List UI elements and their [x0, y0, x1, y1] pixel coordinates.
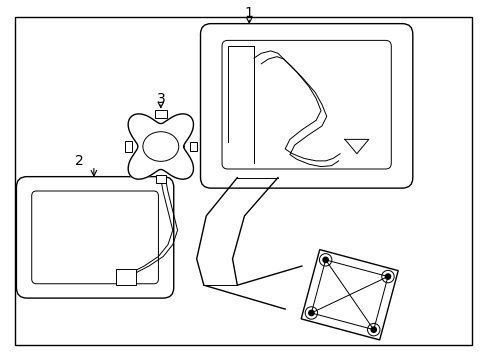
Bar [189, 142, 197, 151]
Circle shape [369, 326, 376, 333]
Text: 3: 3 [156, 92, 165, 106]
FancyBboxPatch shape [17, 177, 173, 298]
FancyBboxPatch shape [116, 269, 136, 285]
Polygon shape [301, 249, 397, 340]
FancyBboxPatch shape [222, 40, 390, 169]
Circle shape [384, 273, 390, 280]
Polygon shape [128, 114, 193, 179]
Text: 2: 2 [75, 154, 84, 168]
Bar [124, 141, 132, 152]
Ellipse shape [142, 132, 179, 161]
FancyBboxPatch shape [200, 24, 412, 188]
Polygon shape [311, 260, 387, 330]
Text: 1: 1 [244, 6, 253, 20]
Bar [155, 111, 166, 118]
Bar [156, 175, 165, 183]
Circle shape [322, 256, 328, 263]
FancyBboxPatch shape [32, 191, 158, 284]
Circle shape [307, 310, 314, 316]
